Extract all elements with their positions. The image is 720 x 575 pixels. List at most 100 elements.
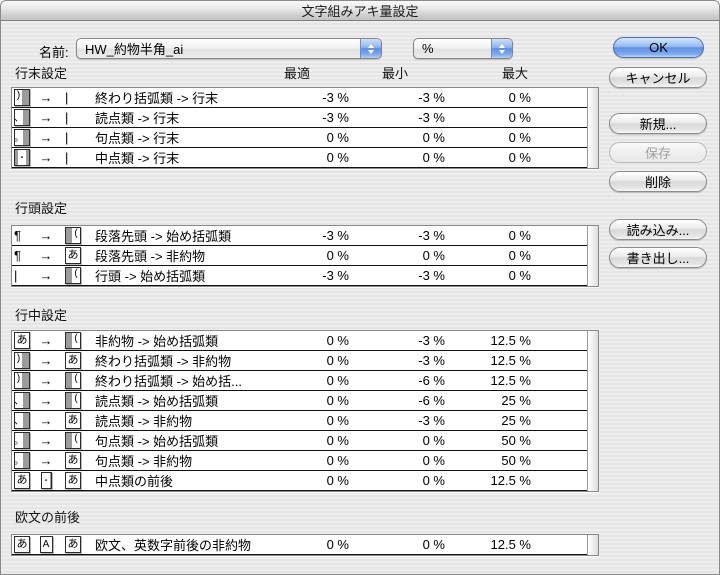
a-glyph-icon: あ: [14, 332, 30, 349]
minimum-value[interactable]: 0 %: [422, 248, 445, 263]
table-row[interactable]: ・ → | 中点類 -> 行末 0 % 0 % 0 %: [12, 148, 587, 168]
table-row[interactable]: 。 → (句点類 -> 始め括弧類 0 % 0 % 50 %: [12, 431, 587, 451]
minimum-value[interactable]: -3 %: [418, 413, 445, 428]
unit-select[interactable]: %: [413, 38, 513, 59]
arrow-icon: →: [39, 393, 53, 408]
cancel-button[interactable]: キャンセル: [609, 67, 707, 88]
popup-stepper-icon: [360, 39, 381, 58]
maximum-value[interactable]: 50 %: [501, 433, 531, 448]
table-row[interactable]: あ・あ中点類の前後 0 % 0 % 12.5 %: [12, 471, 587, 491]
kuten-glyph-icon: 。: [14, 129, 30, 146]
maximum-value[interactable]: 0 %: [508, 130, 531, 145]
maximum-value[interactable]: 12.5 %: [490, 537, 531, 552]
optimal-value[interactable]: 0 %: [326, 353, 349, 368]
open-paren-glyph-icon: (: [65, 372, 81, 389]
open-paren-glyph-icon: (: [65, 332, 81, 349]
row-icons: 。 → |: [14, 129, 95, 146]
optimal-value[interactable]: -3 %: [322, 228, 349, 243]
minimum-value[interactable]: 0 %: [422, 130, 445, 145]
arrow-icon: →: [39, 130, 53, 145]
maximum-value[interactable]: 0 %: [508, 150, 531, 165]
table-row[interactable]: ) → | 終わり括弧類 -> 行末 -3 % -3 % 0 %: [12, 88, 587, 108]
minimum-value[interactable]: 0 %: [422, 473, 445, 488]
optimal-value[interactable]: 0 %: [326, 130, 349, 145]
minimum-value[interactable]: -3 %: [418, 110, 445, 125]
maximum-value[interactable]: 0 %: [508, 268, 531, 283]
delete-button[interactable]: 削除: [609, 171, 707, 192]
optimal-value[interactable]: -3 %: [322, 90, 349, 105]
optimal-value[interactable]: 0 %: [326, 150, 349, 165]
row-icons: あ・あ: [14, 472, 95, 489]
settings-table: あ A あ欧文、英数字前後の非約物 0 % 0 % 12.5 %: [11, 534, 599, 556]
minimum-value[interactable]: 0 %: [422, 433, 445, 448]
section-title: 行頭設定: [15, 201, 68, 216]
optimal-value[interactable]: 0 %: [326, 473, 349, 488]
row-label: 非約物 -> 始め括弧類: [95, 334, 219, 349]
maximum-value[interactable]: 25 %: [501, 393, 531, 408]
minimum-value[interactable]: -3 %: [418, 90, 445, 105]
maximum-value[interactable]: 0 %: [508, 110, 531, 125]
optimal-value[interactable]: 0 %: [326, 433, 349, 448]
optimal-value[interactable]: 0 %: [326, 453, 349, 468]
row-icons: ・ → |: [14, 149, 95, 166]
a-glyph-icon: あ: [65, 536, 81, 553]
section-title: 行中設定: [15, 308, 68, 323]
optimal-value[interactable]: 0 %: [326, 413, 349, 428]
row-label: 句点類 -> 行末: [95, 131, 180, 146]
maximum-value[interactable]: 0 %: [508, 248, 531, 263]
table-row[interactable]: ) → (終わり括弧類 -> 始め括... 0 % -6 % 12.5 %: [12, 371, 587, 391]
optimal-value[interactable]: 0 %: [326, 537, 349, 552]
row-icons: あ → (: [14, 332, 95, 349]
maximum-value[interactable]: 0 %: [508, 228, 531, 243]
a-glyph-icon: あ: [65, 247, 81, 264]
optimal-value[interactable]: 0 %: [326, 333, 349, 348]
close-paren-glyph-icon: ): [14, 352, 30, 369]
maximum-value[interactable]: 50 %: [501, 453, 531, 468]
table-row[interactable]: ¶ → (段落先頭 -> 始め括弧類 -3 % -3 % 0 %: [12, 226, 587, 246]
optimal-value[interactable]: 0 %: [326, 393, 349, 408]
minimum-value[interactable]: 0 %: [422, 150, 445, 165]
arrow-icon: →: [39, 150, 53, 165]
table-row[interactable]: 。 → あ句点類 -> 非約物 0 % 0 % 50 %: [12, 451, 587, 471]
table-scrollbar-track: [587, 88, 598, 168]
table-row[interactable]: ¶ → あ段落先頭 -> 非約物 0 % 0 % 0 %: [12, 246, 587, 266]
minimum-value[interactable]: -3 %: [418, 333, 445, 348]
row-label: 終わり括弧類 -> 行末: [95, 91, 219, 106]
table-row[interactable]: 、 → | 読点類 -> 行末 -3 % -3 % 0 %: [12, 108, 587, 128]
table-row[interactable]: 。 → | 句点類 -> 行末 0 % 0 % 0 %: [12, 128, 587, 148]
minimum-value[interactable]: -3 %: [418, 268, 445, 283]
touten-glyph-icon: 、: [14, 392, 30, 409]
table-row[interactable]: 、 → あ読点類 -> 非約物 0 % -3 % 25 %: [12, 411, 587, 431]
table-row[interactable]: あ → (非約物 -> 始め括弧類 0 % -3 % 12.5 %: [12, 331, 587, 351]
ok-button[interactable]: OK: [613, 37, 704, 58]
name-select[interactable]: HW_約物半角_ai: [76, 38, 382, 59]
row-label: 句点類 -> 非約物: [95, 454, 193, 469]
arrow-icon: →: [39, 268, 53, 283]
minimum-value[interactable]: -6 %: [418, 373, 445, 388]
optimal-value[interactable]: 0 %: [326, 373, 349, 388]
import-button[interactable]: 読み込み...: [609, 219, 707, 240]
maximum-value[interactable]: 12.5 %: [490, 333, 531, 348]
maximum-value[interactable]: 12.5 %: [490, 473, 531, 488]
minimum-value[interactable]: 0 %: [422, 537, 445, 552]
optimal-value[interactable]: -3 %: [322, 268, 349, 283]
save-button: 保存: [609, 142, 707, 163]
table-row[interactable]: | → (行頭 -> 始め括弧類 -3 % -3 % 0 %: [12, 266, 587, 286]
optimal-value[interactable]: 0 %: [326, 248, 349, 263]
table-row[interactable]: あ A あ欧文、英数字前後の非約物 0 % 0 % 12.5 %: [12, 535, 587, 555]
latin-glyph-icon: A: [39, 536, 53, 553]
export-button[interactable]: 書き出し...: [609, 247, 707, 268]
line-edge-icon: |: [65, 150, 69, 165]
minimum-value[interactable]: -3 %: [418, 228, 445, 243]
optimal-value[interactable]: -3 %: [322, 110, 349, 125]
maximum-value[interactable]: 0 %: [508, 90, 531, 105]
minimum-value[interactable]: -6 %: [418, 393, 445, 408]
maximum-value[interactable]: 12.5 %: [490, 373, 531, 388]
maximum-value[interactable]: 25 %: [501, 413, 531, 428]
maximum-value[interactable]: 12.5 %: [490, 353, 531, 368]
table-row[interactable]: ) → あ終わり括弧類 -> 非約物 0 % -3 % 12.5 %: [12, 351, 587, 371]
minimum-value[interactable]: 0 %: [422, 453, 445, 468]
table-row[interactable]: 、 → (読点類 -> 始め括弧類 0 % -6 % 25 %: [12, 391, 587, 411]
new-button[interactable]: 新規...: [609, 113, 707, 134]
minimum-value[interactable]: -3 %: [418, 353, 445, 368]
